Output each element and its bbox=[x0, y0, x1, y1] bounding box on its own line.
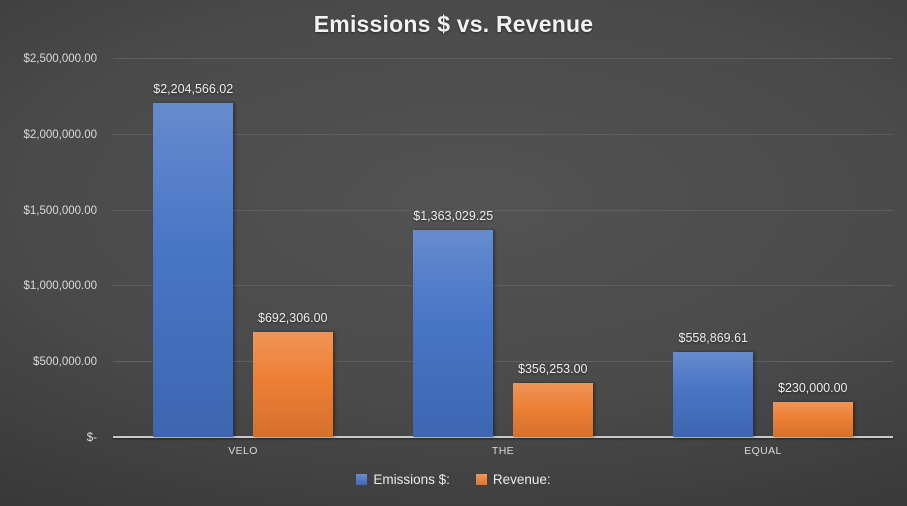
bar-revenue bbox=[772, 402, 853, 437]
gridline bbox=[113, 58, 893, 59]
gridline bbox=[113, 133, 893, 135]
y-axis-label: $2,500,000.00 bbox=[23, 53, 97, 65]
x-axis-line bbox=[113, 436, 893, 438]
legend-swatch bbox=[356, 474, 368, 485]
gridline bbox=[113, 361, 893, 363]
y-axis-label: $1,000,000.00 bbox=[23, 280, 97, 293]
bar-revenue bbox=[252, 332, 333, 437]
bar-emissions-$ bbox=[673, 352, 754, 437]
legend-label: Revenue: bbox=[492, 472, 551, 487]
chart-title: Emissions $ vs. Revenue bbox=[313, 11, 594, 37]
bar-emissions-$ bbox=[153, 102, 234, 437]
legend-label: Emissions $: bbox=[373, 472, 450, 487]
bar-group-the: $1,363,029.25 $356,253.00 bbox=[373, 58, 633, 437]
y-axis-label: $2,000,000.00 bbox=[23, 128, 97, 141]
bar-value-label: $230,000.00 bbox=[777, 381, 848, 396]
bar-value-label: $356,253.00 bbox=[517, 362, 588, 376]
x-axis-label-the: THE bbox=[491, 445, 515, 457]
legend-swatch bbox=[475, 474, 487, 485]
legend: Emissions $: Revenue: bbox=[0, 472, 907, 487]
legend-item: Revenue: bbox=[475, 472, 551, 487]
bar-value-label: $692,306.00 bbox=[257, 311, 328, 326]
bar-revenue bbox=[512, 383, 593, 437]
y-axis-label: $- bbox=[86, 432, 97, 444]
bar-group-equal: $558,869.61 $230,000.00 bbox=[633, 58, 893, 437]
bar-value-label: $558,869.61 bbox=[678, 331, 749, 346]
x-axis-label-velo: VELO bbox=[228, 445, 258, 457]
y-axis-label: $500,000.00 bbox=[33, 356, 97, 369]
bar-value-label: $1,363,029.25 bbox=[413, 209, 494, 224]
y-axis-label: $1,500,000.00 bbox=[23, 204, 97, 217]
y-axis: $- $500,000.00 $1,000,000.00 $1,500,000.00 $… bbox=[0, 53, 97, 444]
legend-item: Emissions $: bbox=[356, 472, 450, 487]
bar-group-velo: $2,204,566.02 $692,306.00 bbox=[113, 58, 373, 437]
x-axis-label-equal: EQUAL bbox=[744, 445, 782, 457]
x-axis: VELO THE EQUAL bbox=[113, 445, 893, 461]
gridline bbox=[113, 285, 893, 287]
bar-emissions-$ bbox=[413, 230, 494, 437]
plot-area: $2,204,566.02 $692,306.00 $1,363,029.25 $35… bbox=[113, 58, 893, 438]
gridline bbox=[113, 209, 893, 211]
bar-value-label: $2,204,566.02 bbox=[153, 81, 234, 96]
